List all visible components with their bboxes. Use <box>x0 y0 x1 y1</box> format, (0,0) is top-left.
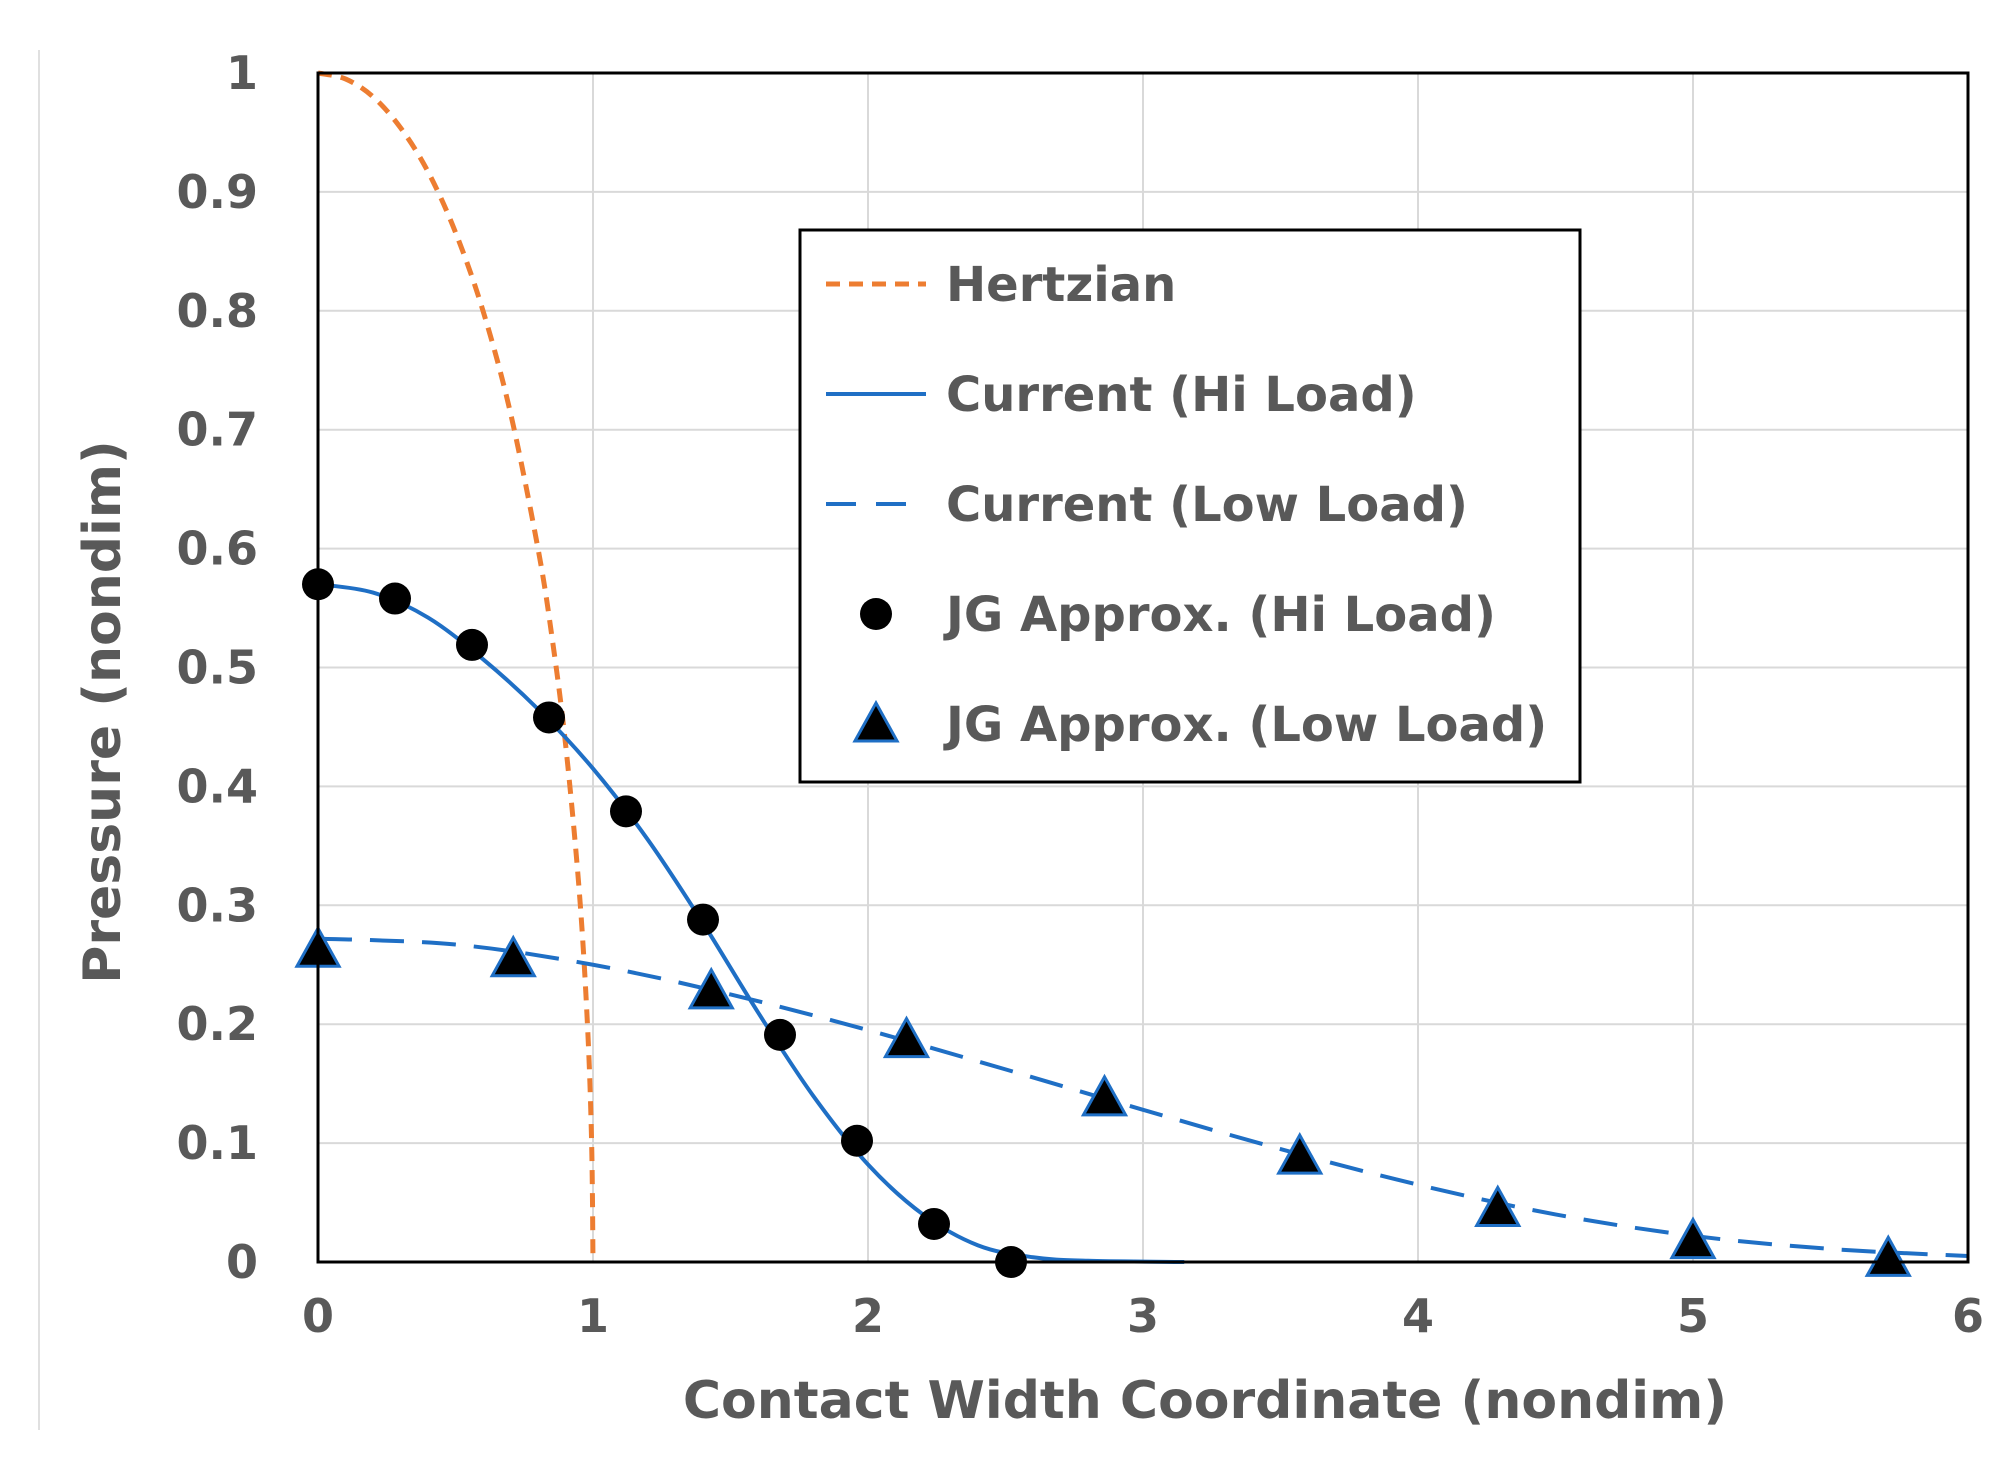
y-axis-title: Pressure (nondim) <box>73 440 133 984</box>
low-load-marker <box>882 1015 931 1059</box>
legend-label: JG Approx. (Hi Load) <box>943 587 1496 643</box>
hi-load-marker <box>456 628 488 661</box>
legend-swatch <box>852 699 900 743</box>
legend-label: Hertzian <box>946 257 1176 313</box>
hi-load-marker <box>379 582 411 615</box>
hi-load-marker <box>918 1207 950 1240</box>
legend-label: Current (Hi Load) <box>946 367 1417 423</box>
hi-load-marker <box>533 701 565 734</box>
legend-label: JG Approx. (Low Load) <box>943 697 1547 753</box>
low-load-marker <box>489 934 537 978</box>
legend-swatch <box>860 598 892 630</box>
low-load-marker <box>1669 1216 1717 1260</box>
x-axis-title: Contact Width Coordinate (nondim) <box>683 1371 1727 1431</box>
x-tick-label: 4 <box>1402 1289 1434 1343</box>
legend: Hertzian Current (Hi Load) Current (Low Lo… <box>798 228 1582 784</box>
low-load-marker <box>1080 1073 1129 1117</box>
y-tick-label: 0.8 <box>177 284 259 338</box>
y-tick-label: 0.3 <box>177 878 259 932</box>
y-tick-label: 0.1 <box>177 1116 259 1170</box>
tick-labels: 0 1 2 3 4 5 6 0 0.1 0.2 0.3 0.4 0.5 0.6 0.7 0.8 0.9 1 <box>177 46 1985 1343</box>
plot-frame <box>316 71 1970 1264</box>
y-tick-label: 0 <box>226 1235 258 1289</box>
y-tick-label: 0.5 <box>177 641 259 695</box>
y-tick-label: 0.7 <box>177 403 259 457</box>
low-load-marker <box>687 966 735 1010</box>
y-tick-label: 0.9 <box>177 165 259 219</box>
hi-load-marker <box>687 903 719 936</box>
legend-box <box>798 228 1582 784</box>
x-tick-label: 0 <box>302 1289 334 1343</box>
y-tick-label: 0.6 <box>177 522 259 576</box>
y-tick-label: 0.4 <box>177 759 259 813</box>
x-tick-label: 3 <box>1127 1289 1159 1343</box>
series-markers <box>294 568 1912 1278</box>
hi-load-marker <box>610 795 642 828</box>
x-tick-label: 5 <box>1677 1289 1709 1343</box>
y-tick-label: 0.2 <box>177 997 259 1051</box>
legend-label: Current (Low Load) <box>946 477 1468 533</box>
low-load-marker <box>1276 1132 1324 1175</box>
y-tick-label: 1 <box>226 46 258 100</box>
low-load-marker <box>1474 1184 1522 1227</box>
x-tick-label: 6 <box>1952 1289 1984 1343</box>
hi-load-marker <box>764 1018 796 1051</box>
low-load-marker <box>1864 1234 1912 1277</box>
hi-load-marker <box>841 1124 873 1157</box>
x-tick-label: 1 <box>577 1289 609 1343</box>
x-tick-label: 2 <box>852 1289 884 1343</box>
series-line-hertzian <box>317 70 596 1263</box>
